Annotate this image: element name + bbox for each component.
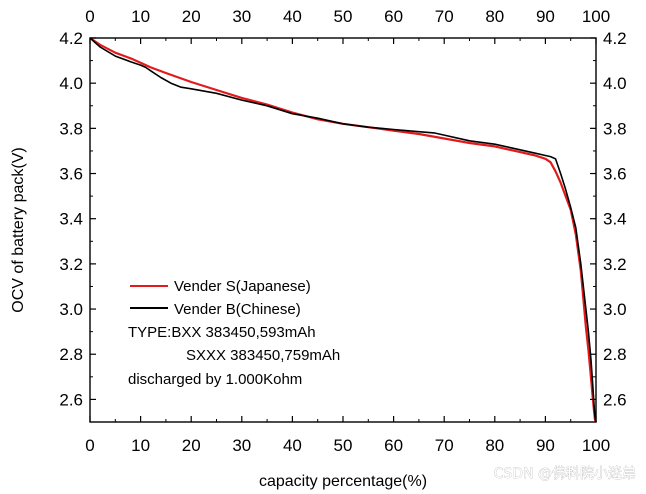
x-tick-label-top: 60 (384, 7, 403, 26)
x-tick-label-top: 90 (536, 7, 555, 26)
y-tick-label-right: 3.6 (603, 165, 627, 184)
watermark-text: CSDN @佛科院小迷弟 (494, 466, 636, 482)
x-tick-label-bottom: 50 (334, 436, 353, 455)
tick-layer: 0 0 10 10 20 20 30 30 40 40 50 50 60 60 70 70 80 80 90 90 10… (59, 7, 626, 455)
y-tick-label-right: 3.8 (603, 119, 627, 138)
x-axis-title: capacity percentage(%) (259, 473, 427, 490)
x-tick-label-bottom: 70 (435, 436, 454, 455)
x-tick-label-bottom: 10 (131, 436, 150, 455)
x-tick-label-bottom: 60 (384, 436, 403, 455)
x-tick-label-top: 0 (85, 7, 94, 26)
annotation-type-sxxx: SXXX 383450,759mAh (186, 347, 340, 364)
y-tick-label-right: 4.2 (603, 29, 627, 48)
y-tick-label-right: 3.0 (603, 300, 627, 319)
x-tick-label-bottom: 100 (582, 436, 610, 455)
x-tick-label-top: 40 (283, 7, 302, 26)
y-tick-label-right: 3.4 (603, 210, 627, 229)
x-tick-label-bottom: 30 (232, 436, 251, 455)
x-tick-label-bottom: 90 (536, 436, 555, 455)
x-tick-label-top: 50 (334, 7, 353, 26)
x-tick-label-top: 30 (232, 7, 251, 26)
x-tick-label-top: 100 (582, 7, 610, 26)
x-tick-label-bottom: 20 (182, 436, 201, 455)
series-line-vender-b (89, 37, 597, 423)
y-tick-label-left: 4.2 (59, 29, 83, 48)
y-tick-label-right: 2.8 (603, 345, 627, 364)
series-line-vender-s (89, 37, 598, 423)
y-tick-label-right: 3.2 (603, 255, 627, 274)
legend-label-vender-b: Vender B(Chinese) (174, 301, 301, 318)
y-axis-title: OCV of battery pack(V) (10, 147, 27, 312)
annotation-type-bxx: TYPE:BXX 383450,593mAh (128, 324, 316, 341)
y-tick-label-right: 2.6 (603, 390, 627, 409)
x-tick-label-top: 10 (131, 7, 150, 26)
x-tick-label-top: 20 (182, 7, 201, 26)
x-tick-label-bottom: 80 (485, 436, 504, 455)
y-tick-label-left: 3.6 (59, 165, 83, 184)
annotation-discharge: discharged by 1.000Kohm (128, 371, 302, 388)
y-tick-label-left: 4.0 (59, 74, 83, 93)
y-tick-label-left: 3.8 (59, 119, 83, 138)
y-tick-label-left: 3.4 (59, 210, 83, 229)
series-layer (89, 37, 598, 423)
y-tick-label-left: 3.0 (59, 300, 83, 319)
x-tick-label-bottom: 40 (283, 436, 302, 455)
y-tick-label-left: 3.2 (59, 255, 83, 274)
legend-label-vender-s: Vender S(Japanese) (174, 278, 311, 295)
y-tick-label-left: 2.8 (59, 345, 83, 364)
y-tick-label-left: 2.6 (59, 390, 83, 409)
x-tick-label-top: 80 (485, 7, 504, 26)
y-tick-label-right: 4.0 (603, 74, 627, 93)
x-tick-label-top: 70 (435, 7, 454, 26)
x-tick-label-bottom: 0 (85, 436, 94, 455)
